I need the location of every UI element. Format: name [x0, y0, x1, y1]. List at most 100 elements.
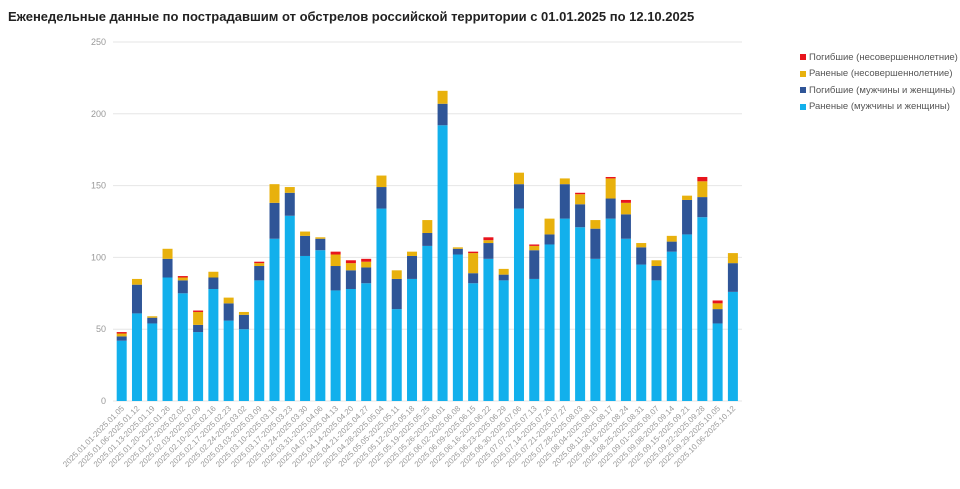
- bar-segment: [544, 218, 555, 235]
- bar-segment: [223, 320, 234, 401]
- bar-segment: [162, 258, 173, 278]
- bar-segment: [116, 333, 127, 337]
- bar-segment: [468, 273, 479, 284]
- bar-segment: [177, 293, 188, 401]
- bar-segment: [727, 263, 738, 292]
- bar-segment: [697, 197, 708, 218]
- bar-segment: [345, 260, 356, 264]
- y-tick-label: 100: [91, 252, 106, 262]
- legend-swatch: [800, 70, 806, 77]
- bar-segment: [712, 309, 723, 324]
- bar-segment: [330, 266, 341, 291]
- bar-segment: [223, 297, 234, 304]
- bar-segment: [712, 323, 723, 401]
- y-tick-label: 50: [96, 324, 106, 334]
- bar-segment: [193, 324, 204, 333]
- bar-segment: [284, 187, 295, 193]
- bar-segment: [468, 251, 479, 254]
- bar-segment: [529, 278, 540, 401]
- bar-segment: [651, 266, 662, 281]
- bar-segment: [529, 245, 540, 251]
- bar-segment: [269, 184, 280, 203]
- bar-segment: [513, 184, 524, 209]
- bar-segment: [162, 248, 173, 259]
- bar-segment: [407, 251, 418, 256]
- bar-segment: [529, 250, 540, 279]
- bar-segment: [712, 303, 723, 310]
- bar-segment: [147, 317, 158, 324]
- bar-segment: [483, 240, 494, 244]
- bar-segment: [575, 204, 586, 228]
- y-tick-label: 150: [91, 181, 106, 191]
- bar-segment: [193, 332, 204, 401]
- bar-segment: [422, 245, 433, 401]
- bar-segment: [391, 278, 402, 310]
- bar-segment: [131, 278, 142, 285]
- bar-segment: [284, 215, 295, 401]
- bar-segment: [666, 251, 677, 401]
- bar-segment: [376, 187, 387, 209]
- bar-segment: [254, 261, 265, 264]
- bar-segment: [376, 208, 387, 401]
- bar-segment: [131, 284, 142, 314]
- bar-segment: [300, 255, 311, 401]
- bar-segment: [498, 268, 509, 275]
- bar-segment: [620, 199, 631, 203]
- bar-segment: [391, 309, 402, 401]
- bar-segment: [177, 280, 188, 294]
- bar-segment: [727, 253, 738, 264]
- chart-title: Еженедельные данные по пострадавшим от о…: [8, 9, 695, 24]
- bar-segment: [605, 198, 616, 219]
- bar-segment: [559, 218, 570, 401]
- bar-segment: [361, 258, 372, 262]
- bar-segment: [330, 290, 341, 401]
- legend-item-killed-minors: Погибшие (несовершеннолетние): [800, 49, 958, 66]
- bar-segment: [666, 235, 677, 242]
- bar-segment: [620, 238, 631, 401]
- bar-segment: [544, 234, 555, 245]
- bar-segment: [636, 264, 647, 401]
- y-tick-label: 250: [91, 37, 106, 47]
- bar-segment: [208, 277, 219, 289]
- bar-segment: [651, 280, 662, 401]
- bar-segment: [697, 181, 708, 198]
- bar-segment: [223, 303, 234, 321]
- bar-segment: [162, 277, 173, 401]
- bar-segment: [544, 244, 555, 401]
- bar-segment: [254, 266, 265, 281]
- bar-segment: [636, 247, 647, 265]
- bar-segment: [697, 176, 708, 182]
- bar-segment: [682, 195, 693, 200]
- bar-segment: [452, 247, 463, 249]
- bar-segment: [330, 251, 341, 255]
- bar-segment: [559, 184, 570, 219]
- legend-item-injured-minors: Раненые (несовершеннолетние): [800, 66, 958, 83]
- bar-segment: [422, 220, 433, 233]
- bar-segment: [177, 277, 188, 281]
- bar-segment: [238, 311, 249, 315]
- bar-segment: [116, 332, 127, 334]
- bar-segment: [575, 227, 586, 401]
- bar-segment: [315, 238, 326, 251]
- bar-segment: [559, 178, 570, 185]
- bar-segment: [590, 220, 601, 229]
- legend: Погибшие (несовершеннолетние) Раненые (н…: [800, 49, 958, 115]
- legend-item-killed-adults: Погибшие (мужчины и женщины): [800, 82, 958, 99]
- bar-segment: [483, 237, 494, 241]
- legend-label: Погибшие (несовершеннолетние): [809, 51, 958, 63]
- bar-segment: [437, 103, 448, 126]
- bar-segment: [682, 199, 693, 235]
- bar-segment: [727, 291, 738, 401]
- bar-segment: [605, 176, 616, 179]
- legend-label: Погибшие (мужчины и женщины): [809, 84, 956, 96]
- bar-segment: [208, 288, 219, 401]
- bar-segment: [407, 278, 418, 401]
- bar-segment: [422, 232, 433, 246]
- bar-segment: [131, 313, 142, 401]
- bar-segment: [269, 202, 280, 239]
- bar-segment: [330, 254, 341, 267]
- legend-swatch: [800, 54, 806, 61]
- bar-segment: [315, 250, 326, 401]
- bar-segment: [452, 248, 463, 255]
- bar-segment: [238, 314, 249, 330]
